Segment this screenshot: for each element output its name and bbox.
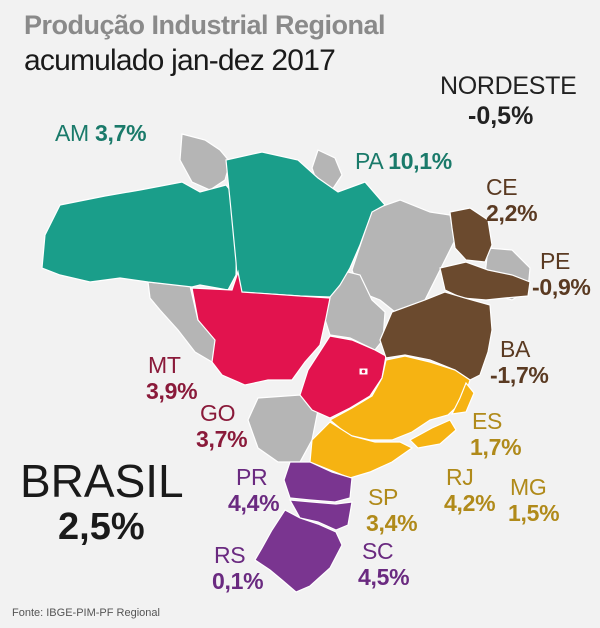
state-value-rj: 4,2% <box>444 490 496 516</box>
state-name-pa: PA <box>355 148 383 174</box>
state-value-go: 3,7% <box>196 426 248 452</box>
region-ne-ba <box>379 291 493 381</box>
region-se-sp <box>309 421 414 479</box>
state-name-pr: PR <box>236 464 268 490</box>
chart-subtitle: acumulado jan-dez 2017 <box>24 44 336 77</box>
state-roraima <box>179 133 231 191</box>
region-south-rs <box>254 509 343 593</box>
state-value-mt: 3,9% <box>146 378 198 404</box>
state-value-pa: 10,1% <box>388 148 452 174</box>
state-value-sp: 3,4% <box>366 510 418 536</box>
state-label-pa: PA 10,1% <box>355 150 452 173</box>
region-se-mg <box>328 355 471 441</box>
chart-title: Produção Industrial Regional <box>24 10 386 40</box>
state-name-rs: RS <box>214 542 246 568</box>
state-acre-rondonia <box>147 281 221 363</box>
brasil-name: BRASIL <box>20 455 184 507</box>
state-name-mg: MG <box>510 474 547 500</box>
region-se-es <box>450 381 475 415</box>
state-name-rj: RJ <box>446 464 474 490</box>
region-south-sc <box>288 499 353 531</box>
state-value-ba: -1,7% <box>490 362 549 388</box>
state-label-am: AM 3,7% <box>55 120 147 146</box>
state-name-sc: SC <box>362 538 394 564</box>
state-name-ba: BA <box>500 336 531 362</box>
state-name-sp: SP <box>368 484 399 510</box>
region-south-pr <box>283 461 353 503</box>
state-name-es: ES <box>472 408 503 434</box>
state-value-sc: 4,5% <box>358 564 410 590</box>
state-name-mt: MT <box>148 352 181 378</box>
nordeste-value: -0,5% <box>468 102 534 130</box>
source-note: Fonte: IBGE-PIM-PF Regional <box>12 607 160 619</box>
region-cw-go <box>299 335 387 419</box>
state-name-pe: PE <box>540 248 571 274</box>
region-se-rj <box>409 419 457 449</box>
capital-marker <box>358 367 369 376</box>
state-value-ce: 2,2% <box>486 200 538 226</box>
state-value-rs: 0,1% <box>212 568 264 594</box>
state-name-am: AM <box>55 120 89 146</box>
state-name-go: GO <box>200 400 236 426</box>
state-value-pr: 4,4% <box>228 490 280 516</box>
state-value-mg: 1,5% <box>508 500 560 526</box>
region-ne-ce <box>449 207 493 263</box>
state-value-am: 3,7% <box>95 120 147 146</box>
brasil-value: 2,5% <box>58 506 145 548</box>
state-name-ce: CE <box>486 174 518 200</box>
state-value-es: 1,7% <box>470 434 522 460</box>
state-value-pe: -0,9% <box>532 274 591 300</box>
nordeste-name: NORDESTE <box>440 72 577 100</box>
region-north-am <box>41 181 239 291</box>
region-cw-mt <box>191 269 331 386</box>
